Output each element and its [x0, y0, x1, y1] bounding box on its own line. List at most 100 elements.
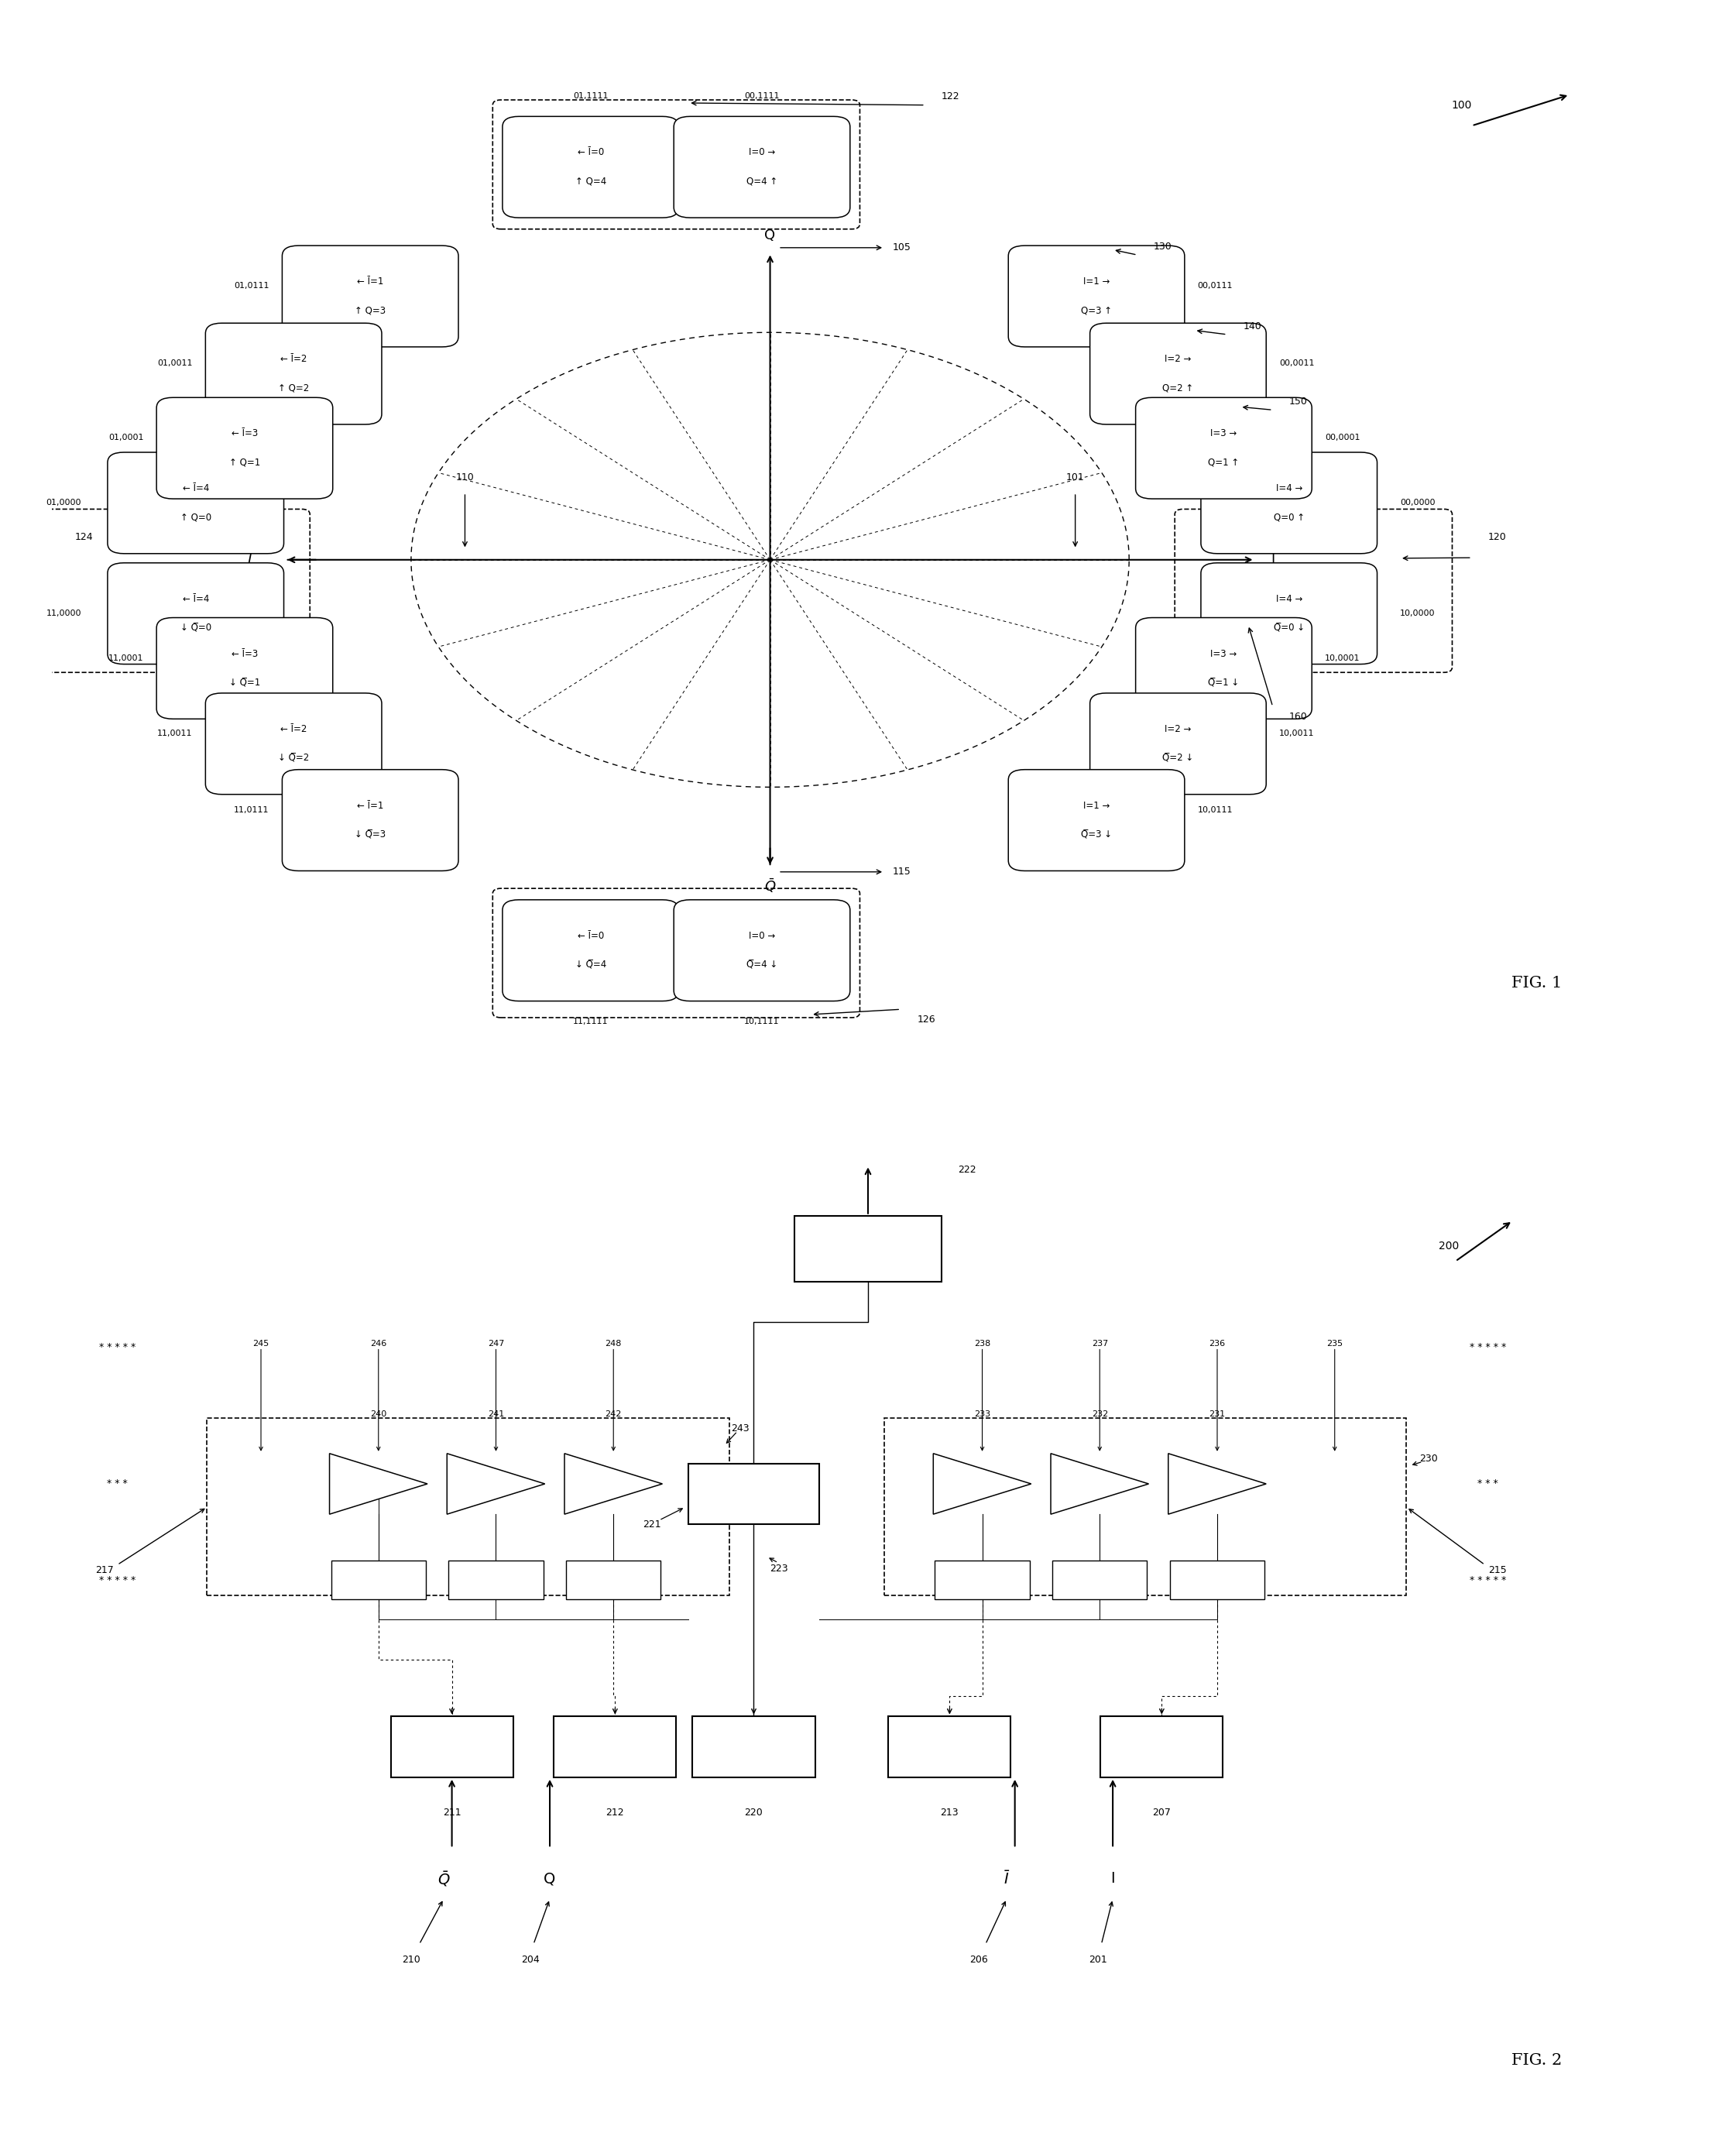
Text: 235: 235 — [1326, 1339, 1344, 1348]
FancyBboxPatch shape — [1009, 769, 1184, 870]
FancyBboxPatch shape — [1101, 1716, 1222, 1778]
FancyBboxPatch shape — [502, 900, 679, 1001]
FancyBboxPatch shape — [1090, 323, 1266, 424]
FancyBboxPatch shape — [795, 1216, 941, 1281]
Text: $\bar{I}$: $\bar{I}$ — [247, 551, 253, 568]
FancyBboxPatch shape — [502, 116, 679, 217]
Text: 230: 230 — [1420, 1453, 1437, 1464]
FancyBboxPatch shape — [33, 508, 311, 672]
Text: ← Ī=1: ← Ī=1 — [358, 801, 384, 812]
Text: 105: 105 — [892, 243, 911, 252]
Text: Q̅=2 ↓: Q̅=2 ↓ — [1163, 754, 1194, 764]
FancyBboxPatch shape — [1135, 398, 1312, 499]
Text: 232: 232 — [1092, 1410, 1108, 1419]
FancyBboxPatch shape — [1170, 1561, 1264, 1600]
Text: 140: 140 — [1243, 321, 1262, 332]
Text: Q: Q — [543, 1871, 556, 1886]
Text: 220: 220 — [745, 1809, 762, 1817]
Text: ↓ Q̅=1: ↓ Q̅=1 — [229, 678, 260, 687]
Text: 11,0001: 11,0001 — [108, 655, 144, 661]
Text: 222: 222 — [958, 1165, 976, 1176]
Text: 11,0111: 11,0111 — [234, 805, 269, 814]
Text: 213: 213 — [941, 1809, 958, 1817]
Text: ← Ī=2: ← Ī=2 — [279, 723, 307, 734]
Text: 130: 130 — [1153, 241, 1172, 252]
Text: 207: 207 — [1153, 1809, 1172, 1817]
Polygon shape — [934, 1453, 1031, 1514]
Text: 10,1111: 10,1111 — [745, 1018, 779, 1025]
FancyBboxPatch shape — [283, 245, 458, 347]
Text: I=0 →: I=0 → — [748, 930, 776, 941]
FancyBboxPatch shape — [207, 1419, 729, 1595]
Text: Q=1 ↑: Q=1 ↑ — [1208, 459, 1240, 467]
Text: 01,1111: 01,1111 — [573, 93, 608, 99]
FancyBboxPatch shape — [283, 769, 458, 870]
Text: ← Ī=0: ← Ī=0 — [578, 149, 604, 157]
Text: * * *: * * * — [1477, 1479, 1498, 1490]
FancyBboxPatch shape — [674, 116, 851, 217]
Text: ↑ Q=0: ↑ Q=0 — [181, 512, 212, 523]
Text: ↓ Q̅=0: ↓ Q̅=0 — [181, 622, 212, 633]
Text: 223: 223 — [771, 1563, 788, 1574]
Text: I=1 →: I=1 → — [1083, 278, 1109, 286]
FancyBboxPatch shape — [1175, 508, 1453, 672]
FancyBboxPatch shape — [493, 99, 859, 228]
Text: ↑ Q=1: ↑ Q=1 — [229, 459, 260, 467]
Text: Q̅=4 ↓: Q̅=4 ↓ — [746, 960, 778, 971]
Text: Q=4 ↑: Q=4 ↑ — [746, 177, 778, 187]
Text: Q̅=1 ↓: Q̅=1 ↓ — [1208, 678, 1240, 687]
FancyBboxPatch shape — [156, 618, 333, 719]
FancyBboxPatch shape — [1090, 693, 1266, 794]
Polygon shape — [564, 1453, 663, 1514]
FancyBboxPatch shape — [889, 1716, 1010, 1778]
FancyBboxPatch shape — [156, 398, 333, 499]
Text: ← Ī=1: ← Ī=1 — [358, 278, 384, 286]
Text: 242: 242 — [606, 1410, 621, 1419]
Text: 204: 204 — [521, 1955, 540, 1964]
FancyBboxPatch shape — [693, 1716, 814, 1778]
Text: 201: 201 — [1088, 1955, 1108, 1964]
Text: 217: 217 — [95, 1565, 115, 1574]
Text: 240: 240 — [370, 1410, 387, 1419]
Text: 110: 110 — [457, 472, 474, 482]
FancyBboxPatch shape — [1135, 618, 1312, 719]
Text: 01,0011: 01,0011 — [158, 360, 193, 368]
Text: 00,0011: 00,0011 — [1279, 360, 1314, 368]
Text: 243: 243 — [731, 1423, 750, 1434]
Text: FIG. 1: FIG. 1 — [1512, 975, 1562, 990]
Polygon shape — [446, 1453, 545, 1514]
Text: 10,0001: 10,0001 — [1325, 655, 1359, 661]
Text: I: I — [1271, 553, 1276, 566]
Text: 122: 122 — [941, 93, 960, 101]
Text: 120: 120 — [1488, 532, 1507, 543]
FancyBboxPatch shape — [566, 1561, 661, 1600]
Text: ← Ī=4: ← Ī=4 — [182, 484, 208, 493]
Text: * * * * *: * * * * * — [1470, 1576, 1507, 1585]
Text: 01,0111: 01,0111 — [234, 282, 269, 291]
FancyBboxPatch shape — [205, 323, 382, 424]
Text: FIG. 2: FIG. 2 — [1512, 2054, 1562, 2069]
Text: * * * * *: * * * * * — [1470, 1341, 1507, 1352]
Text: 237: 237 — [1092, 1339, 1108, 1348]
Text: ← Ī=0: ← Ī=0 — [578, 930, 604, 941]
Text: 11,0000: 11,0000 — [47, 609, 82, 618]
FancyBboxPatch shape — [448, 1561, 543, 1600]
Text: 246: 246 — [370, 1339, 387, 1348]
Text: ↓ Q̅=4: ↓ Q̅=4 — [575, 960, 606, 971]
Polygon shape — [1168, 1453, 1266, 1514]
Text: 248: 248 — [606, 1339, 621, 1348]
Text: 01,0000: 01,0000 — [47, 499, 82, 506]
Text: 245: 245 — [253, 1339, 269, 1348]
FancyBboxPatch shape — [205, 693, 382, 794]
FancyBboxPatch shape — [1009, 245, 1184, 347]
Polygon shape — [1050, 1453, 1149, 1514]
FancyBboxPatch shape — [108, 562, 283, 663]
Polygon shape — [330, 1453, 427, 1514]
Text: 200: 200 — [1439, 1240, 1458, 1251]
Text: I=4 →: I=4 → — [1276, 484, 1302, 493]
Text: 10,0011: 10,0011 — [1279, 730, 1314, 736]
Text: 160: 160 — [1290, 713, 1307, 721]
Text: 11,1111: 11,1111 — [573, 1018, 608, 1025]
FancyBboxPatch shape — [689, 1464, 819, 1524]
Text: I=2 →: I=2 → — [1165, 355, 1191, 364]
